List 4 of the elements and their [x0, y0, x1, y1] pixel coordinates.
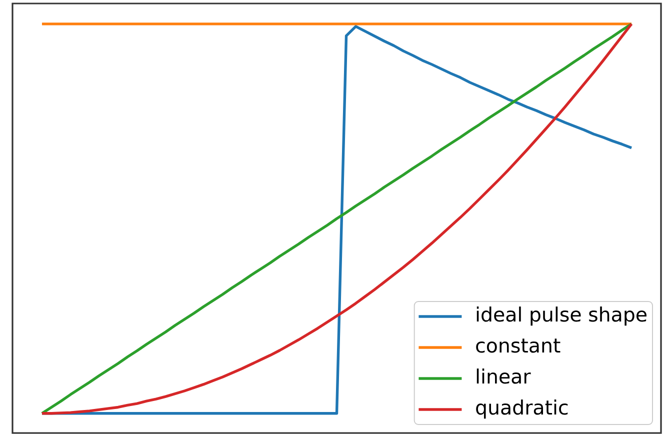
- legend-label: ideal pulse shape: [476, 306, 646, 326]
- legend-label: linear: [476, 368, 531, 384]
- legend-label: quadratic: [476, 400, 568, 419]
- legend-label: constant: [476, 338, 560, 353]
